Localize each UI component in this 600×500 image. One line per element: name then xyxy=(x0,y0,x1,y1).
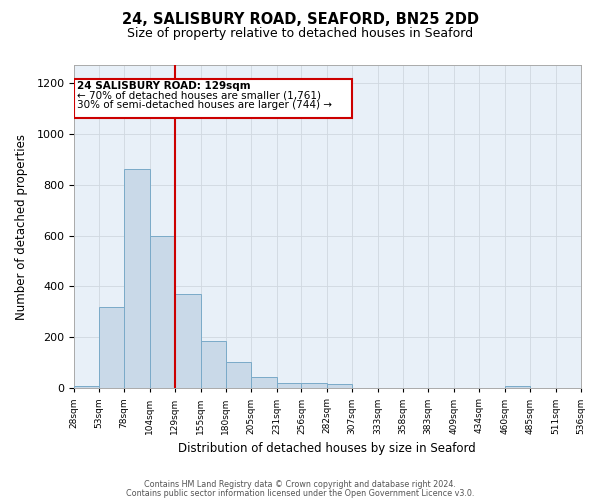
Bar xyxy=(328,384,352,388)
Bar xyxy=(277,383,301,388)
Bar xyxy=(301,383,328,388)
Text: Size of property relative to detached houses in Seaford: Size of property relative to detached ho… xyxy=(127,28,473,40)
Bar xyxy=(150,236,175,388)
Bar xyxy=(505,386,530,388)
Text: Contains public sector information licensed under the Open Government Licence v3: Contains public sector information licen… xyxy=(126,489,474,498)
Bar xyxy=(74,386,99,388)
Bar xyxy=(201,341,226,388)
Y-axis label: Number of detached properties: Number of detached properties xyxy=(15,134,28,320)
X-axis label: Distribution of detached houses by size in Seaford: Distribution of detached houses by size … xyxy=(178,442,476,455)
Text: 24 SALISBURY ROAD: 129sqm: 24 SALISBURY ROAD: 129sqm xyxy=(77,81,251,91)
Text: 24, SALISBURY ROAD, SEAFORD, BN25 2DD: 24, SALISBURY ROAD, SEAFORD, BN25 2DD xyxy=(121,12,479,28)
FancyBboxPatch shape xyxy=(74,79,352,118)
Bar xyxy=(251,377,277,388)
Text: 30% of semi-detached houses are larger (744) →: 30% of semi-detached houses are larger (… xyxy=(77,100,332,110)
Text: Contains HM Land Registry data © Crown copyright and database right 2024.: Contains HM Land Registry data © Crown c… xyxy=(144,480,456,489)
Bar xyxy=(99,307,124,388)
Bar xyxy=(226,362,251,388)
Text: ← 70% of detached houses are smaller (1,761): ← 70% of detached houses are smaller (1,… xyxy=(77,90,321,101)
Bar xyxy=(124,170,150,388)
Bar xyxy=(175,294,201,388)
